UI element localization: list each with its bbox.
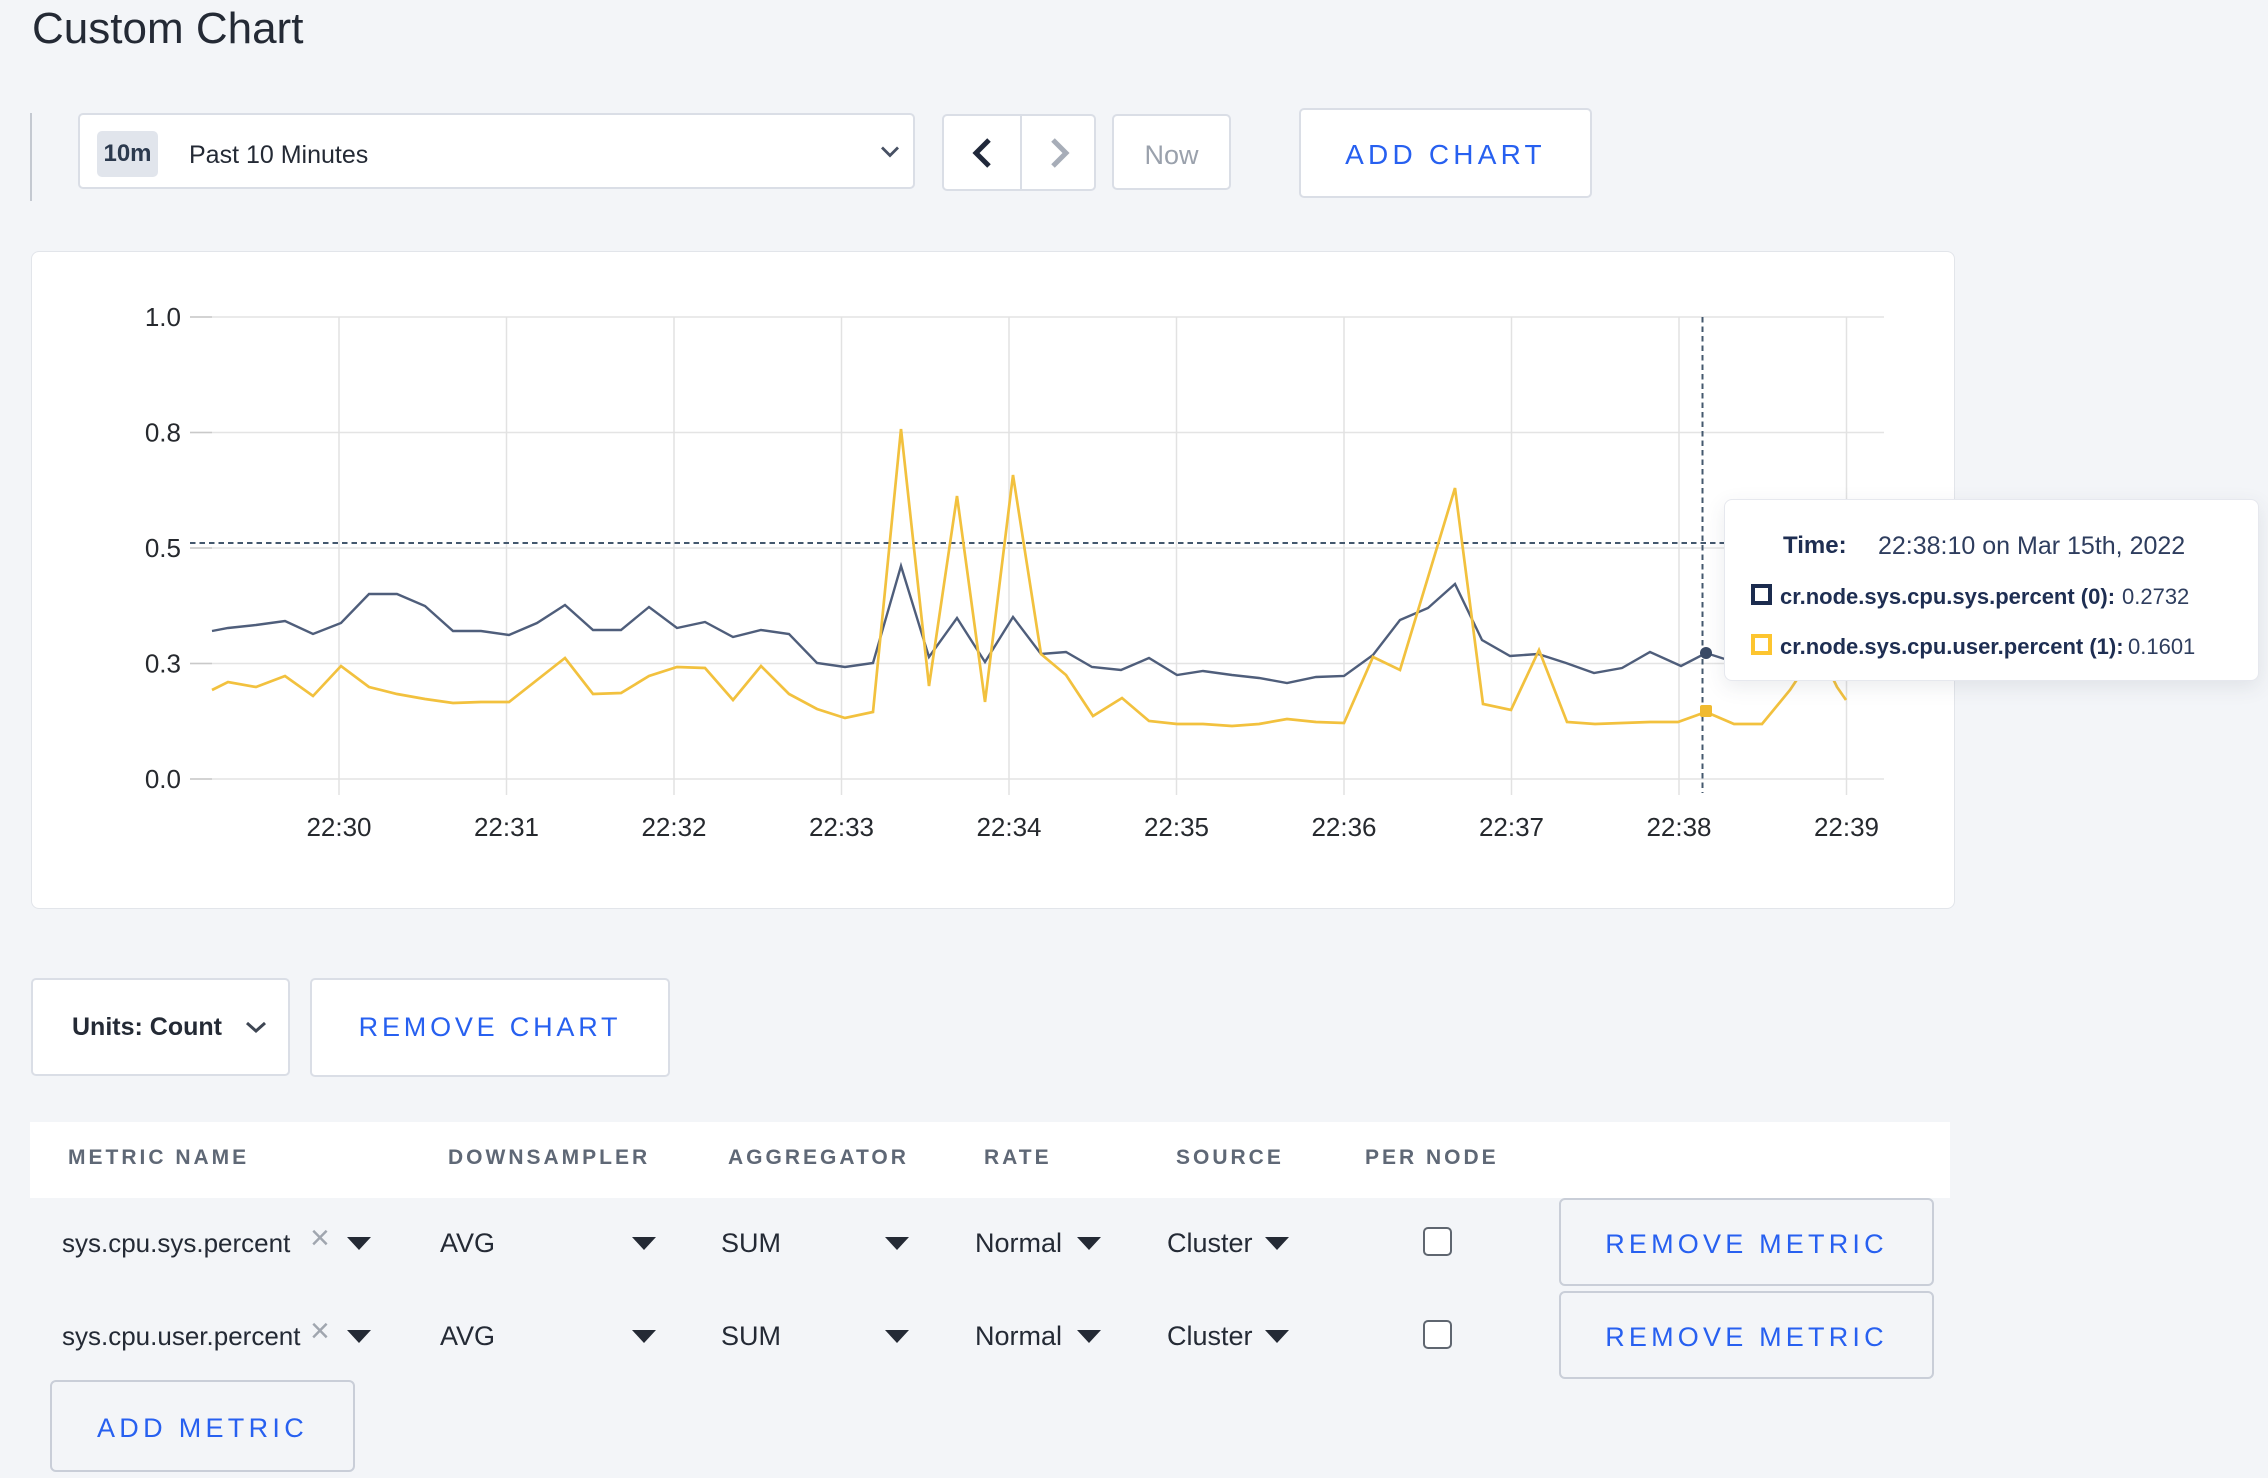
svg-text:22:30: 22:30 <box>306 812 371 842</box>
svg-text:0.3: 0.3 <box>145 649 181 679</box>
svg-text:22:32: 22:32 <box>641 812 706 842</box>
svg-text:22:31: 22:31 <box>474 812 539 842</box>
svg-text:22:34: 22:34 <box>976 812 1041 842</box>
svg-text:22:36: 22:36 <box>1311 812 1376 842</box>
svg-text:22:39: 22:39 <box>1814 812 1879 842</box>
svg-text:22:35: 22:35 <box>1144 812 1209 842</box>
svg-text:0.0: 0.0 <box>145 764 181 794</box>
svg-text:22:38: 22:38 <box>1646 812 1711 842</box>
svg-text:0.8: 0.8 <box>145 418 181 448</box>
svg-text:0.5: 0.5 <box>145 533 181 563</box>
svg-text:22:37: 22:37 <box>1479 812 1544 842</box>
svg-text:1.0: 1.0 <box>145 302 181 332</box>
svg-text:22:33: 22:33 <box>809 812 874 842</box>
